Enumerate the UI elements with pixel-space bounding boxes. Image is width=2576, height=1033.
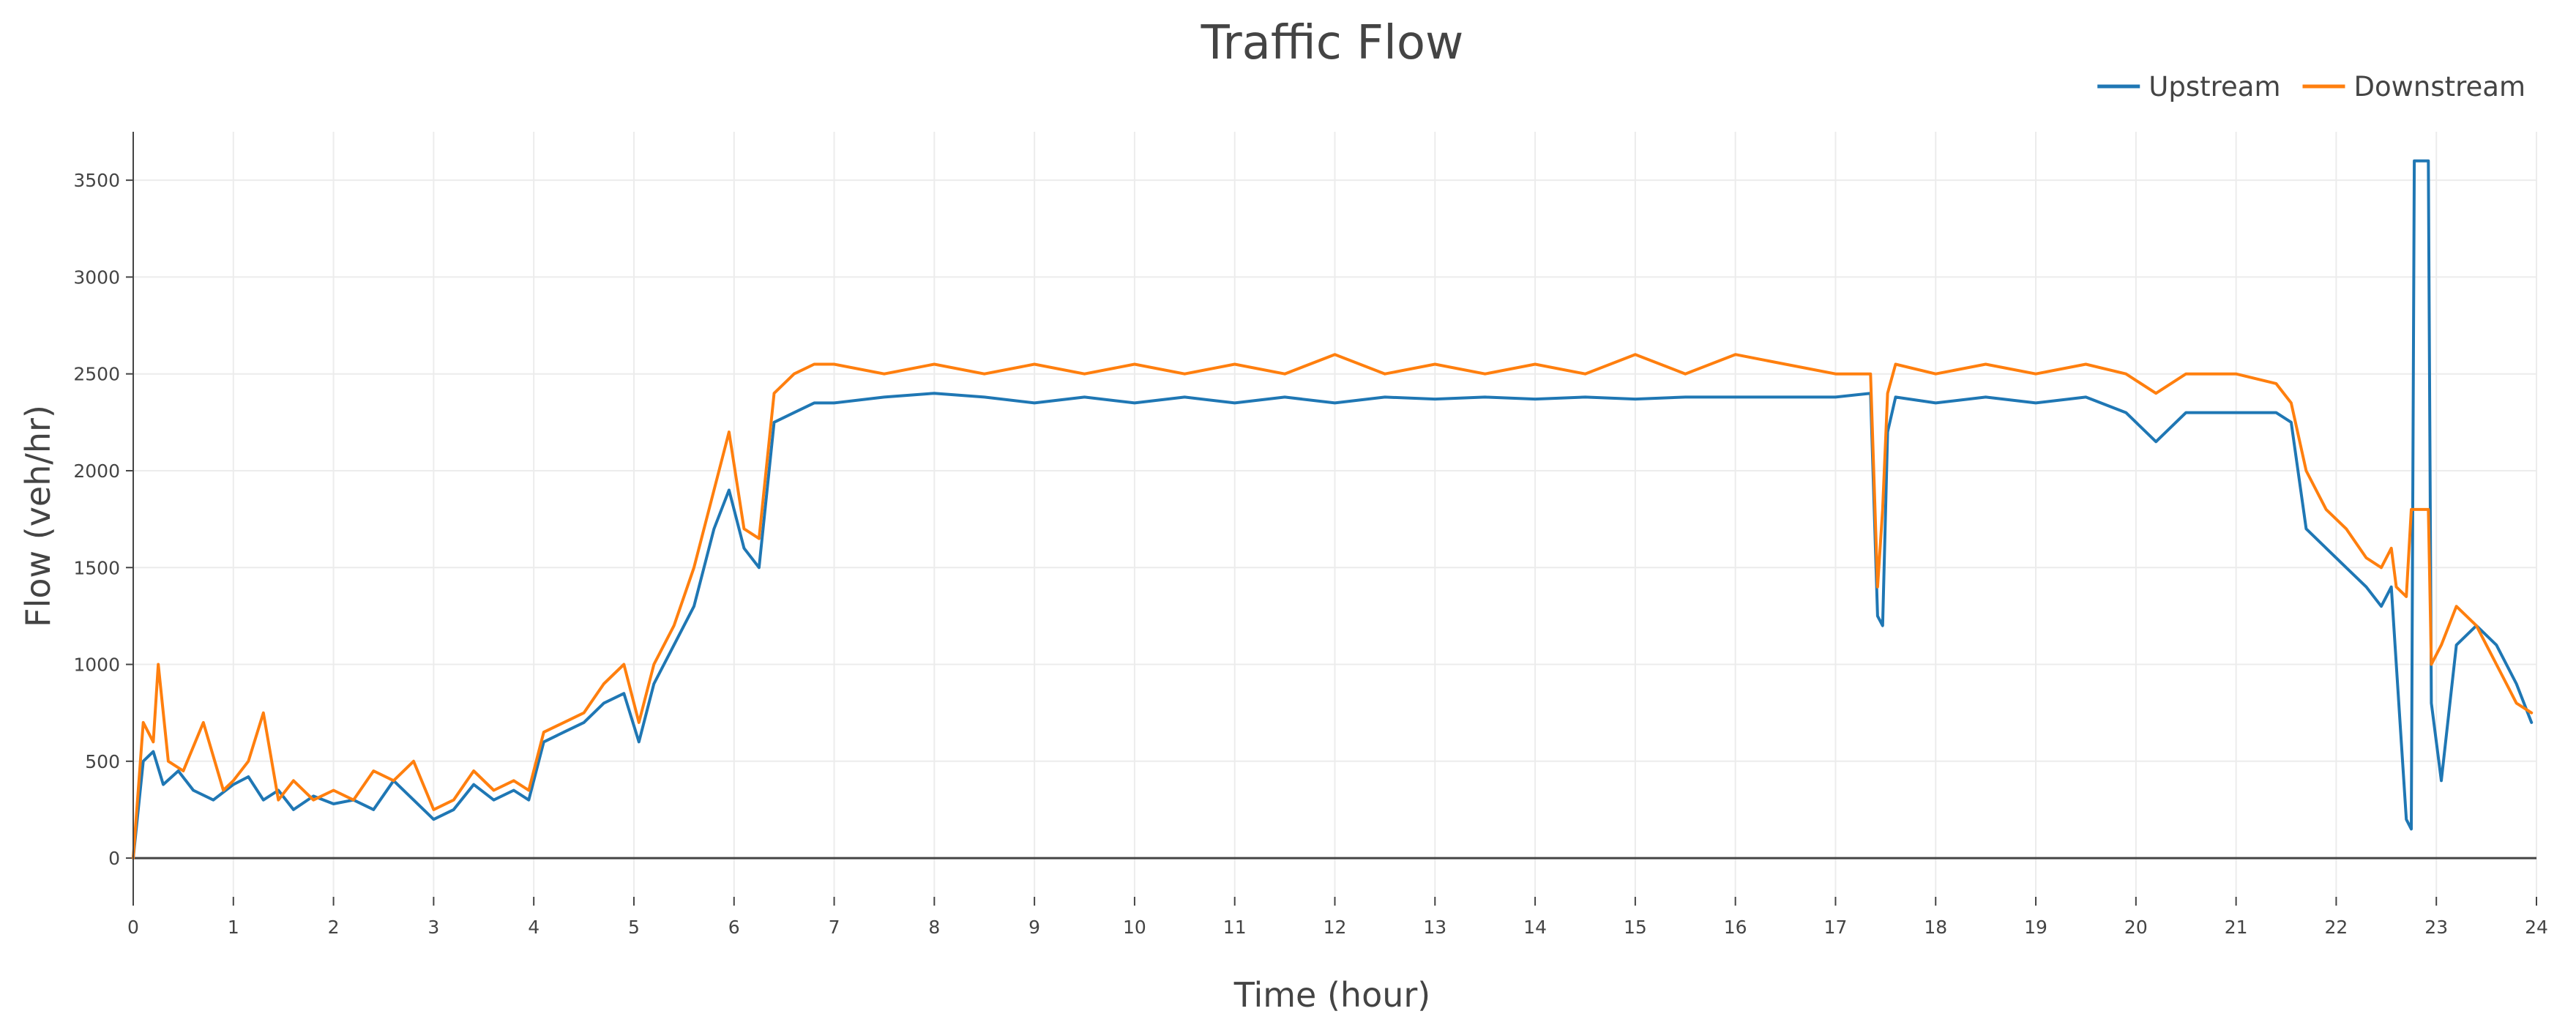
x-tick-label: 23 [2424,917,2448,938]
x-tick-label: 7 [829,917,840,938]
x-tick-label: 17 [1824,917,1848,938]
y-tick-label: 3500 [73,170,120,191]
y-tick-label: 1500 [73,557,120,578]
y-tick-label: 0 [108,848,120,869]
x-tick-label: 13 [1423,917,1446,938]
x-tick-label: 14 [1523,917,1547,938]
y-axis-title: Flow (veh/hr) [18,405,58,627]
legend-label-upstream: Upstream [2148,71,2280,102]
x-axis-ticks: 0 1 2 3 4 5 6 7 8 9 10 11 12 13 14 15 16 17 18 19 20 21 22 23 24 [127,897,2548,938]
x-tick-label: 4 [528,917,540,938]
x-tick-label: 22 [2325,917,2348,938]
x-tick-label: 19 [2024,917,2047,938]
x-tick-label: 15 [1624,917,1647,938]
legend-label-downstream: Downstream [2353,71,2525,102]
x-tick-label: 20 [2124,917,2148,938]
x-tick-label: 24 [2525,917,2548,938]
series-line-upstream [132,159,2534,860]
x-tick-label: 2 [328,917,340,938]
x-tick-label: 10 [1123,917,1146,938]
x-tick-label: 18 [1924,917,1947,938]
grid [132,132,2537,897]
y-tick-label: 1000 [73,655,120,676]
x-tick-label: 3 [428,917,439,938]
x-tick-label: 8 [928,917,940,938]
x-tick-label: 9 [1028,917,1040,938]
y-tick-label: 3000 [73,266,120,288]
y-tick-label: 500 [85,751,120,772]
y-axis-ticks: 0 500 1000 1500 2000 2500 3000 3500 [73,170,133,869]
x-tick-label: 0 [127,917,139,938]
y-tick-label: 2000 [73,460,120,482]
series-line-downstream [132,353,2534,860]
x-tick-label: 5 [628,917,640,938]
y-tick-label: 2500 [73,364,120,385]
x-tick-label: 6 [728,917,740,938]
x-axis-title: Time (hour) [1233,975,1430,1015]
chart-title: Traffic Flow [1201,16,1464,70]
x-tick-label: 1 [228,917,239,938]
x-tick-label: 21 [2225,917,2248,938]
series-layer [132,159,2534,860]
x-tick-label: 12 [1324,917,1347,938]
x-tick-label: 11 [1223,917,1247,938]
legend[interactable]: Downstream Upstream [2097,71,2525,102]
x-tick-label: 16 [1724,917,1747,938]
